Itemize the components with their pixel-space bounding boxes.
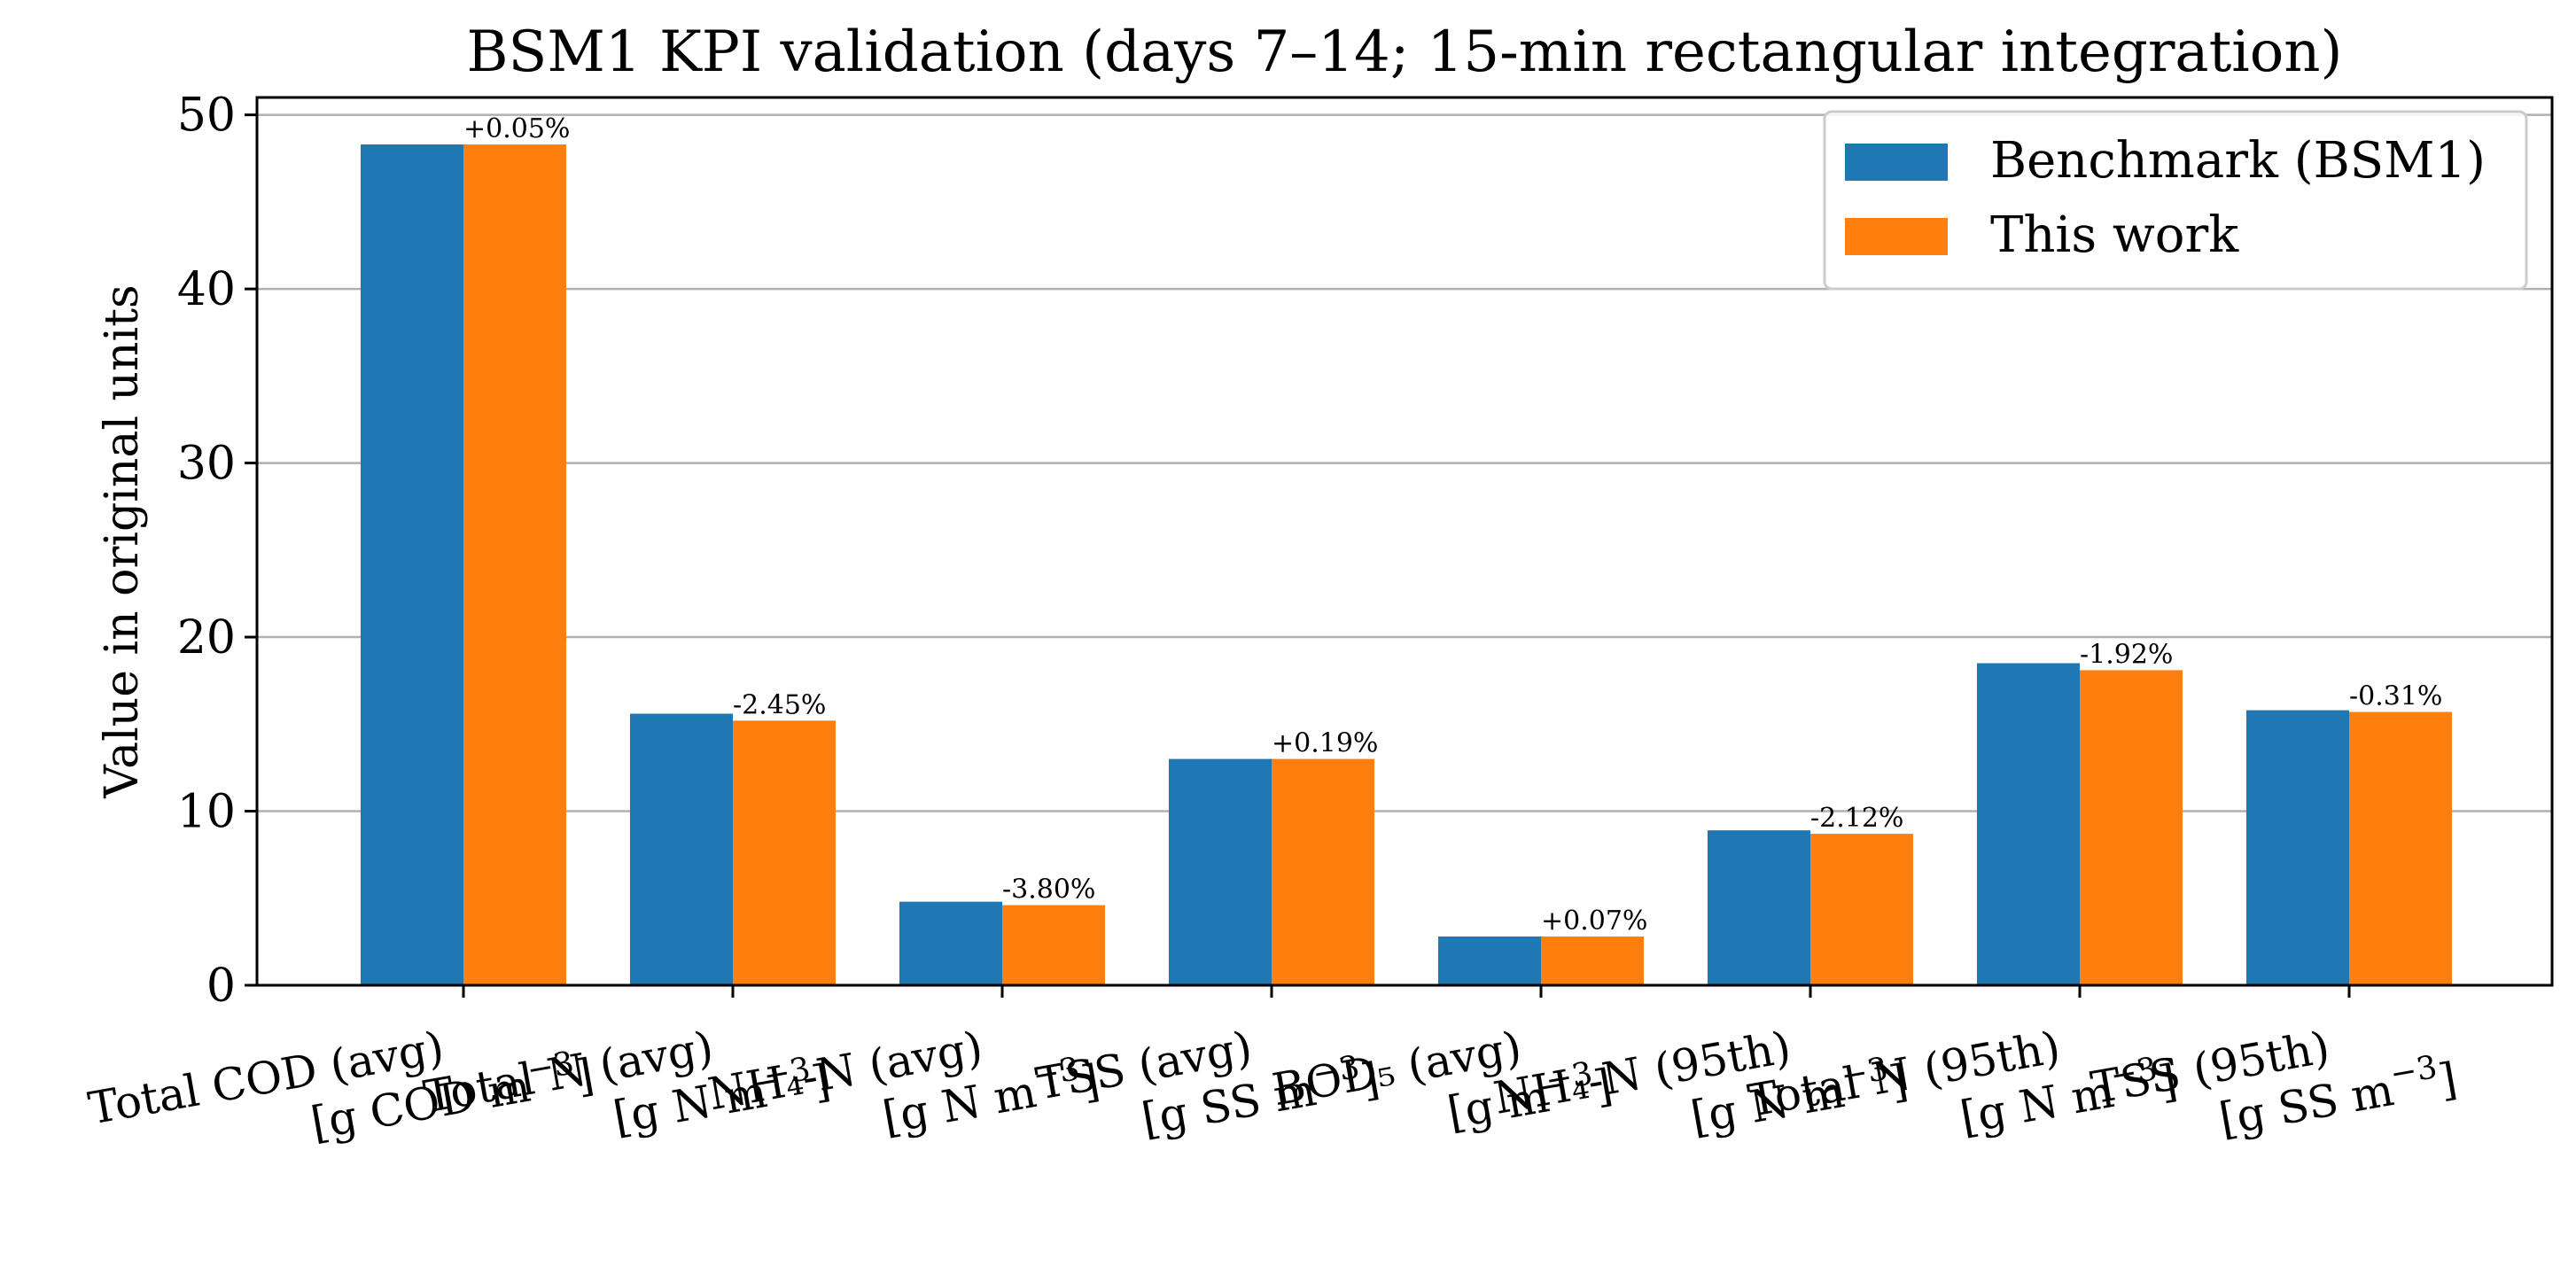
bar-percent-label: +0.05% <box>463 113 570 144</box>
bar-percent-label: -1.92% <box>2080 639 2173 670</box>
unit-exponent: −3 <box>524 1045 576 1089</box>
unit-exponent: −3 <box>1310 1049 1362 1093</box>
y-axis-ticks: 0 10 20 30 40 50 <box>177 89 257 1013</box>
chart-title: BSM1 KPI validation (days 7–14; 15-min r… <box>467 19 2343 85</box>
legend: Benchmark (BSM1) This work <box>1823 110 2528 291</box>
y-tick-label: 10 <box>177 786 236 839</box>
legend-entry: This work <box>1990 206 2239 264</box>
benchmark-bar-7 <box>1977 663 2080 985</box>
y-tick-label: 30 <box>177 438 236 491</box>
this-work-bar-3 <box>1002 905 1105 985</box>
bar-labels: +0.05% -2.45% -3.80% +0.19% +0.07% -2.12% -1.9… <box>463 113 2442 937</box>
benchmark-bar-2 <box>630 713 733 985</box>
plot-frame <box>255 96 2554 987</box>
benchmark-bar-8 <box>2246 710 2349 985</box>
benchmark-bar-3 <box>899 901 1002 985</box>
bar-percent-label: -3.80% <box>1002 874 1095 906</box>
y-tick-label: 20 <box>177 611 236 665</box>
this-work-bar-2 <box>733 720 836 985</box>
this-work-bar-8 <box>2349 711 2452 985</box>
y-tick-label: 50 <box>177 89 236 143</box>
benchmark-bar-5 <box>1438 936 1541 985</box>
benchmark-bar-4 <box>1169 758 1272 985</box>
bar-percent-label: -2.12% <box>1810 803 1903 834</box>
bars <box>361 144 2452 985</box>
unit-exponent: −3 <box>760 1051 813 1095</box>
y-tick-label: 0 <box>206 960 236 1013</box>
this-work-bar-1 <box>463 144 566 985</box>
benchmark-bar-6 <box>1708 830 1810 985</box>
bar-percent-label: +0.19% <box>1272 728 1378 759</box>
unit-exponent: −3 <box>1838 1051 1890 1095</box>
this-work-bar-6 <box>1810 834 1913 985</box>
x-axis-ticks: Total COD (avg)[g COD m−3]Total N (avg)[… <box>85 985 2461 1149</box>
this-work-bar-5 <box>1541 936 1644 985</box>
legend-entry: Benchmark (BSM1) <box>1990 132 2486 190</box>
unit-exponent: −3 <box>1030 1051 1082 1095</box>
y-axis-label: Value in original units <box>96 284 149 798</box>
bar-percent-label: -2.45% <box>733 689 826 720</box>
legend-box <box>1823 110 2528 291</box>
benchmark-bar-1 <box>361 144 463 985</box>
bar-percent-label: -0.31% <box>2349 681 2442 712</box>
legend-swatch <box>1845 218 1948 255</box>
this-work-bar-7 <box>2080 670 2183 985</box>
y-tick-label: 40 <box>177 263 236 316</box>
this-work-bar-4 <box>1272 758 1374 985</box>
bar-percent-label: +0.07% <box>1541 906 1647 937</box>
legend-swatch <box>1845 144 1948 181</box>
unit-exponent: −3 <box>1543 1055 1595 1100</box>
unit-exponent: −3 <box>2107 1051 2160 1095</box>
unit-exponent: −3 <box>2387 1049 2440 1093</box>
